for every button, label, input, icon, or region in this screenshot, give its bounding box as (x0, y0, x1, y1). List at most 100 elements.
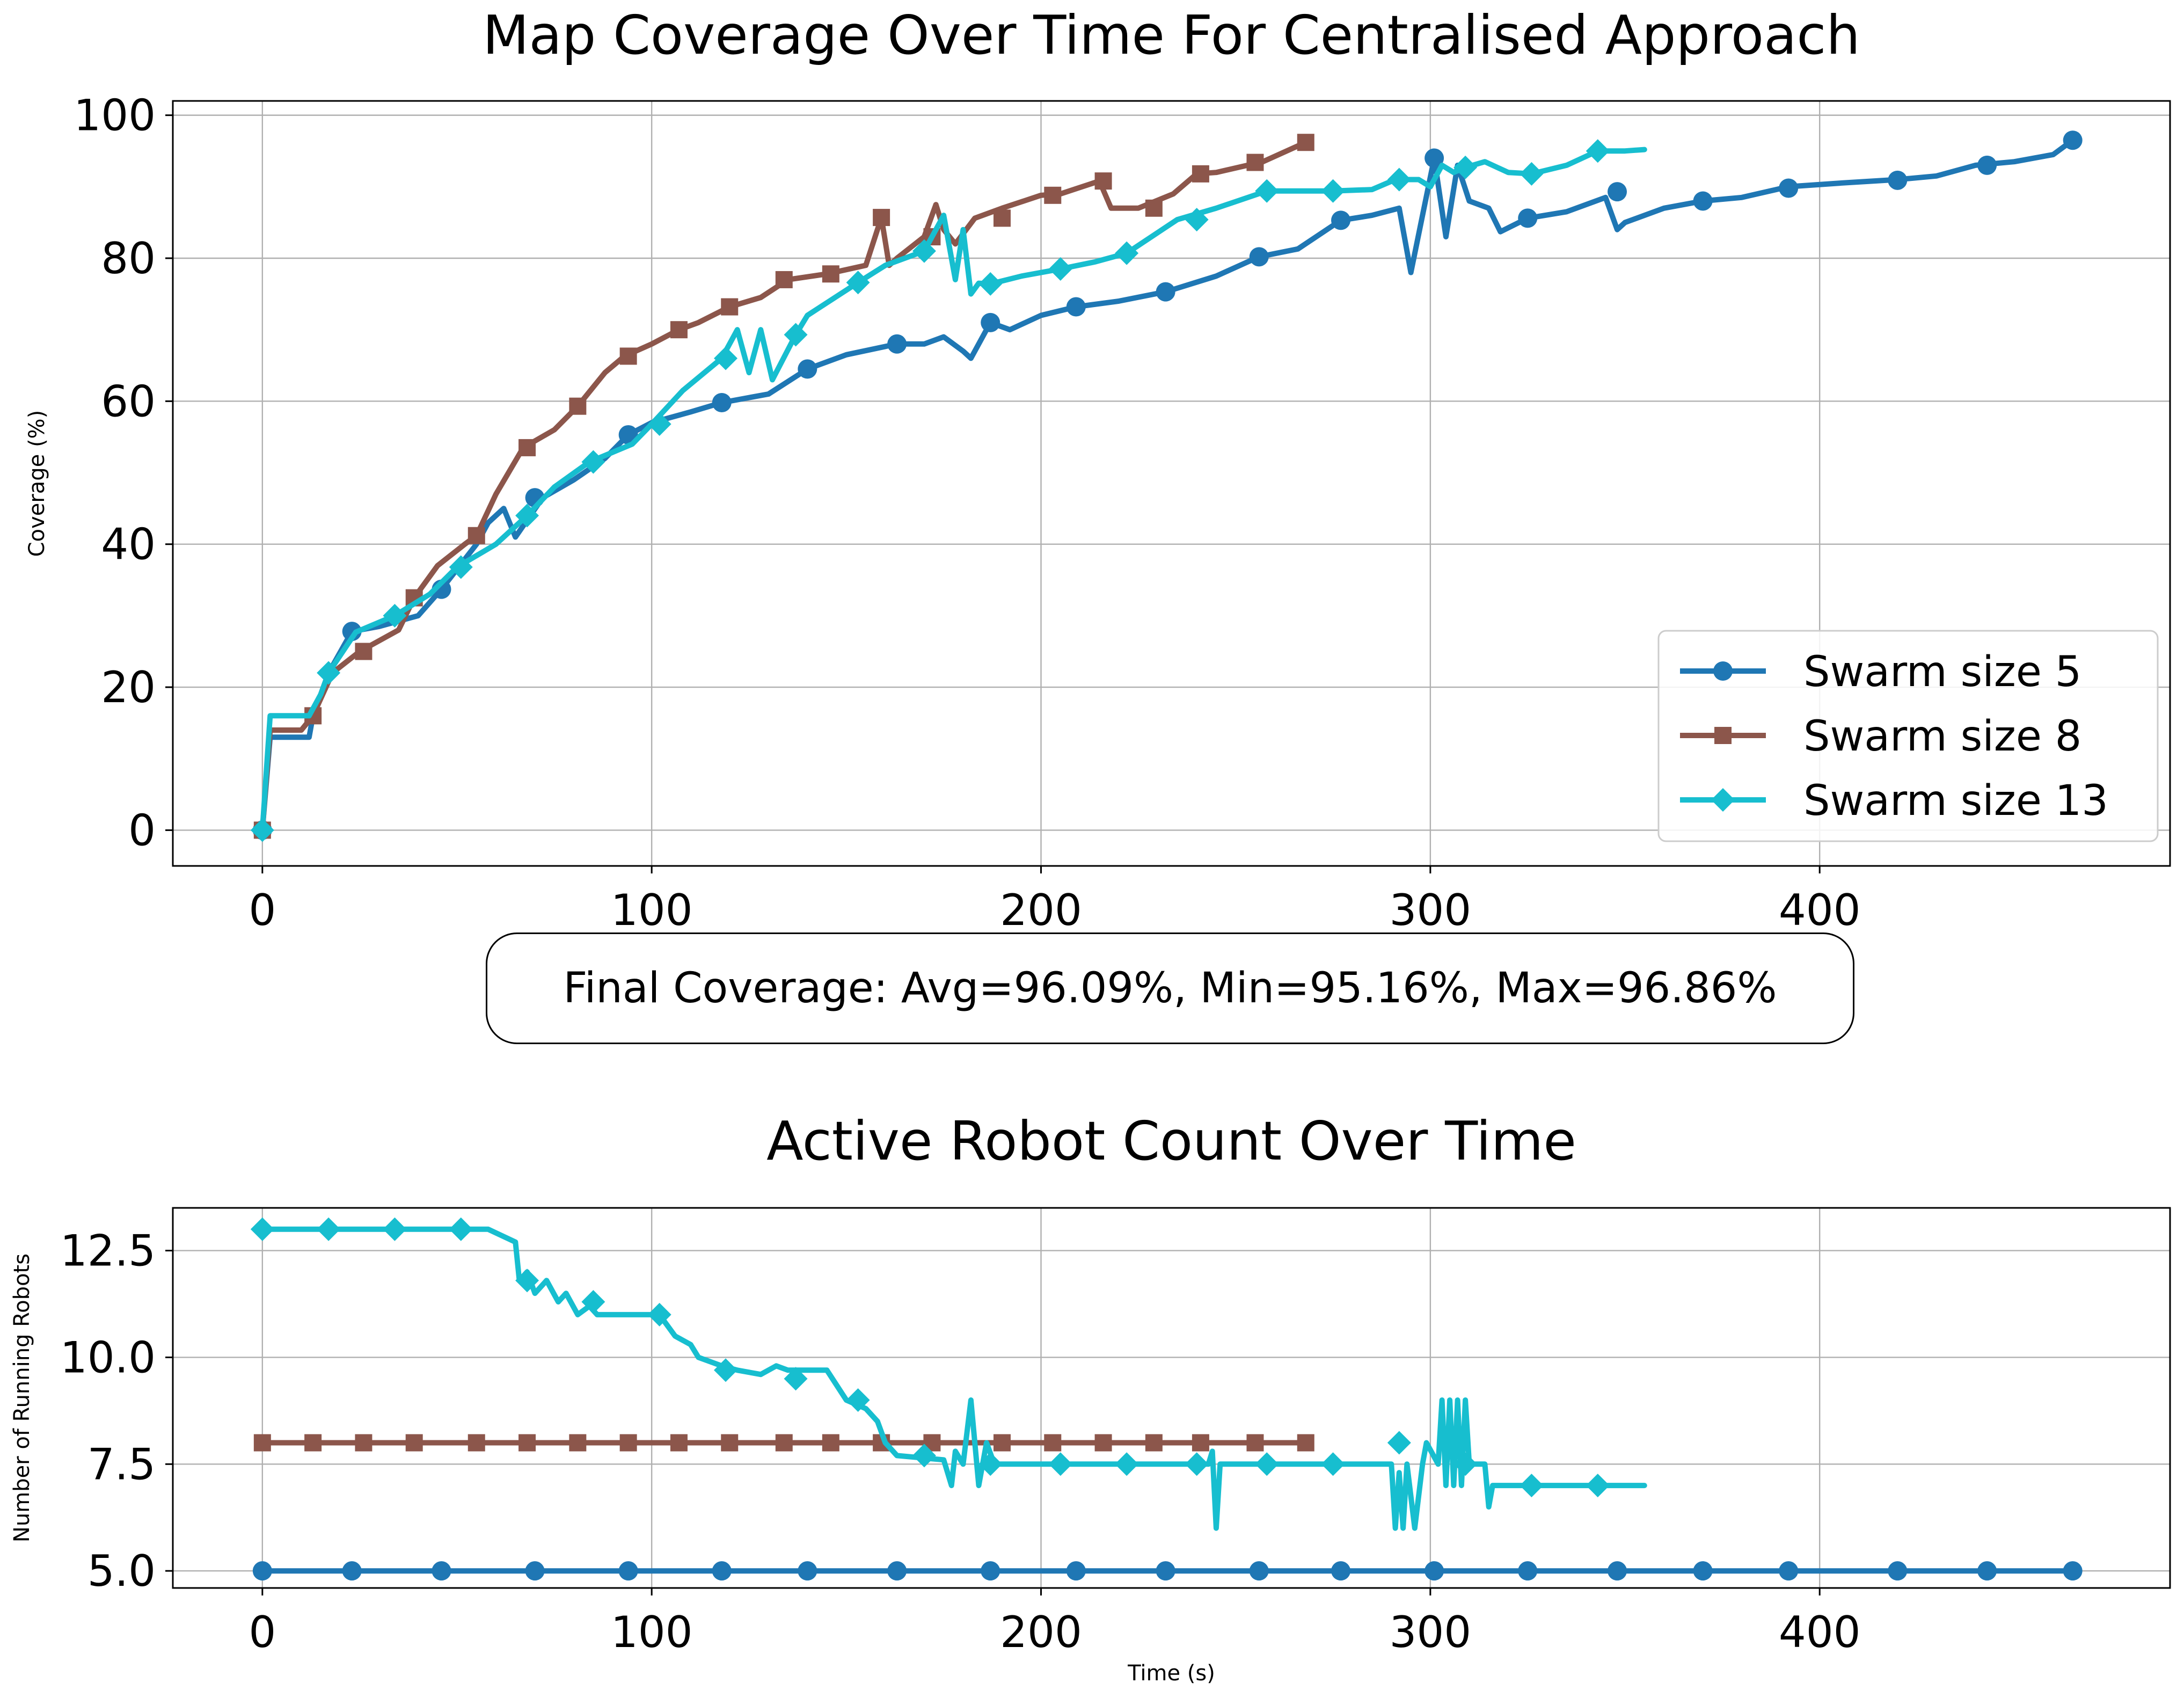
x-tick-label: 300 (1390, 1607, 1472, 1657)
data-point-marker (1977, 155, 1997, 175)
data-point-marker (1387, 1431, 1411, 1455)
data-point-marker (1888, 1561, 1908, 1581)
data-point-marker (1331, 210, 1351, 230)
data-point-marker (1255, 1452, 1279, 1476)
data-point-marker (798, 359, 817, 379)
data-point-marker (317, 661, 341, 685)
data-point-marker (887, 1561, 907, 1581)
data-point-marker (981, 1561, 1000, 1581)
data-point-marker (619, 1434, 637, 1452)
data-point-marker (468, 1434, 485, 1452)
legend-label: Swarm size 5 (1803, 648, 2081, 696)
data-point-marker (775, 1434, 793, 1452)
data-point-marker (981, 312, 1000, 332)
data-point-marker (1246, 154, 1264, 171)
y-axis-label: Number of Running Robots (10, 1254, 34, 1542)
data-point-marker (1518, 208, 1538, 228)
data-point-marker (1044, 1434, 1062, 1452)
y-tick-label: 5.0 (87, 1546, 156, 1596)
data-point-marker (647, 1302, 671, 1327)
data-point-marker (468, 527, 485, 544)
data-point-marker (978, 1452, 1003, 1476)
data-point-marker (784, 1367, 808, 1391)
data-point-marker (1192, 165, 1209, 183)
data-point-marker (822, 1434, 839, 1452)
data-point-marker (721, 298, 739, 316)
data-point-marker (1185, 208, 1209, 232)
data-point-marker (1453, 155, 1478, 179)
legend-box (1657, 630, 2159, 842)
y-tick-label: 10.0 (60, 1332, 156, 1382)
series-1 (252, 1561, 2083, 1581)
data-point-marker (993, 209, 1011, 227)
x-tick-label: 0 (249, 1607, 276, 1657)
data-point-marker (1246, 1434, 1264, 1452)
data-point-marker (1044, 186, 1062, 204)
data-point-marker (1453, 1452, 1478, 1476)
x-tick-label: 200 (1000, 885, 1082, 935)
data-point-marker (712, 393, 732, 413)
data-point-marker (253, 1434, 271, 1452)
data-point-marker (449, 1217, 473, 1241)
data-point-marker (1297, 134, 1314, 151)
legend-item-2: Swarm size 8 (1680, 712, 2081, 761)
series-2 (253, 1434, 1314, 1452)
data-point-marker (1249, 247, 1269, 267)
data-point-marker (2063, 1561, 2083, 1581)
data-point-marker (775, 271, 793, 288)
data-point-marker (993, 1434, 1011, 1452)
data-point-marker (2063, 130, 2083, 150)
data-point-marker (1048, 1452, 1072, 1476)
data-point-marker (405, 1434, 423, 1452)
data-point-marker (1192, 1434, 1209, 1452)
data-point-marker (1185, 1452, 1209, 1476)
legend-label: Swarm size 8 (1803, 712, 2081, 761)
series-line-3 (259, 147, 1647, 833)
data-point-marker (1115, 1452, 1139, 1476)
data-point-marker (1115, 241, 1139, 265)
data-point-marker (873, 209, 890, 227)
final-coverage-summary-text: Final Coverage: Avg=96.09%, Min=95.16%, … (563, 964, 1777, 1012)
data-point-marker (1888, 170, 1908, 190)
data-point-marker (887, 334, 907, 354)
data-point-marker (1779, 178, 1799, 198)
data-point-marker (978, 272, 1003, 296)
data-point-marker (1094, 172, 1112, 190)
legend-marker (1714, 727, 1732, 744)
data-point-marker (713, 1358, 737, 1382)
data-point-marker (250, 1217, 274, 1241)
data-point-marker (647, 412, 671, 436)
data-point-marker (252, 1561, 272, 1581)
y-axis-label: Coverage (%) (25, 410, 49, 557)
data-point-marker (515, 504, 539, 528)
data-point-marker (712, 1561, 732, 1581)
data-point-marker (1425, 148, 1444, 168)
data-point-marker (1145, 199, 1163, 217)
series-line-2 (259, 140, 1309, 833)
robot-count-chart: 0 100 200 300 400 5.0 7.5 10.0 12.5 Active Robot … (10, 1110, 2171, 1686)
legend-item-1: Swarm size 5 (1680, 648, 2081, 696)
data-point-marker (1066, 297, 1086, 317)
data-point-marker (581, 1290, 605, 1314)
data-point-marker (355, 643, 372, 660)
x-tick-label: 400 (1779, 1607, 1861, 1657)
data-point-marker (1066, 1561, 1086, 1581)
axes-frame (172, 1207, 2171, 1589)
x-tick-label: 0 (249, 885, 276, 935)
data-point-marker (1156, 282, 1175, 302)
data-point-marker (1518, 1561, 1538, 1581)
data-point-marker (1156, 1561, 1175, 1581)
data-point-marker (784, 323, 808, 347)
data-point-marker (1255, 179, 1279, 203)
data-point-marker (1297, 1434, 1314, 1452)
data-point-marker (525, 1561, 545, 1581)
data-point-marker (1586, 139, 1610, 163)
data-point-marker (317, 1217, 341, 1241)
data-point-marker (1321, 179, 1345, 203)
data-point-marker (1425, 1561, 1444, 1581)
axes-frame (172, 100, 2171, 867)
coverage-chart: 0 100 200 300 400 0 20 40 60 80 100 Map Coverage Ov… (25, 4, 2171, 966)
data-point-marker (1693, 1561, 1713, 1581)
data-point-marker (670, 321, 688, 339)
